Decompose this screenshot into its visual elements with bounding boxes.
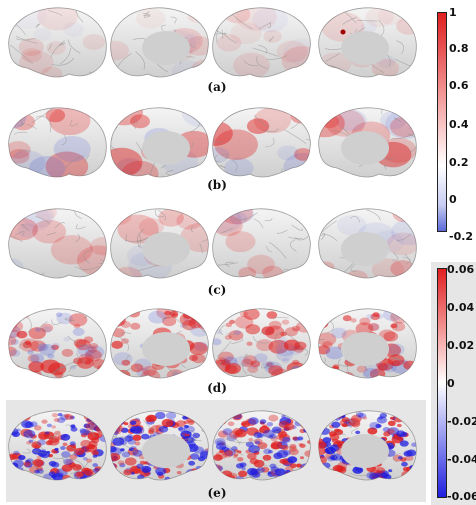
brain-medial-view bbox=[318, 7, 417, 78]
brain-medial-view bbox=[318, 308, 417, 379]
panel-label-a: (a) bbox=[207, 80, 227, 94]
colorbar-bottom-tick: 0.02 bbox=[447, 339, 475, 352]
brain-medial-view bbox=[318, 107, 417, 178]
colorbar-bottom-tick: 0.04 bbox=[447, 301, 475, 314]
seed-marker bbox=[340, 29, 346, 35]
colorbar-top-tick: 0.2 bbox=[449, 156, 469, 169]
brain-lateral-view bbox=[212, 107, 311, 178]
colorbar-top-tick: 1 bbox=[449, 6, 457, 19]
colorbar-bottom-tick: -0.02 bbox=[447, 415, 476, 428]
colorbar-top-tick: 0 bbox=[449, 193, 457, 206]
colorbar-bottom-tick: 0.06 bbox=[447, 263, 475, 276]
brain-lateral-view bbox=[212, 308, 311, 379]
brain-lateral-view bbox=[212, 7, 311, 78]
colorbar-top-tick: 0.4 bbox=[449, 118, 469, 131]
colorbar-bottom-tick: -0.04 bbox=[447, 453, 476, 466]
colorbar-top-tick: -0.2 bbox=[449, 230, 474, 243]
brain-lateral-view bbox=[212, 208, 311, 279]
panel-label-b: (b) bbox=[207, 178, 227, 192]
brain-lateral-view bbox=[8, 107, 107, 178]
colorbar-bottom bbox=[437, 268, 447, 498]
panel-label-d: (d) bbox=[207, 381, 227, 395]
colorbar-bottom-tick: 0 bbox=[447, 377, 455, 390]
brain-medial-view bbox=[110, 7, 209, 78]
brain-medial-view bbox=[110, 308, 209, 379]
brain-lateral-view bbox=[8, 410, 107, 481]
brain-medial-view bbox=[318, 410, 417, 481]
colorbar-top-tick: 0.6 bbox=[449, 79, 469, 92]
brain-lateral-view bbox=[212, 410, 311, 481]
panel-label-e: (e) bbox=[207, 486, 227, 500]
brain-lateral-view bbox=[8, 7, 107, 78]
brain-medial-view bbox=[318, 208, 417, 279]
brain-lateral-view bbox=[8, 308, 107, 379]
colorbar-top-tick: 0.8 bbox=[449, 42, 469, 55]
brain-medial-view bbox=[110, 208, 209, 279]
brain-medial-view bbox=[110, 107, 209, 178]
colorbar-bottom-tick: -0.06 bbox=[447, 490, 476, 503]
colorbar-top bbox=[437, 12, 447, 232]
brain-lateral-view bbox=[8, 208, 107, 279]
brain-medial-view bbox=[110, 410, 209, 481]
panel-label-c: (c) bbox=[207, 283, 227, 297]
